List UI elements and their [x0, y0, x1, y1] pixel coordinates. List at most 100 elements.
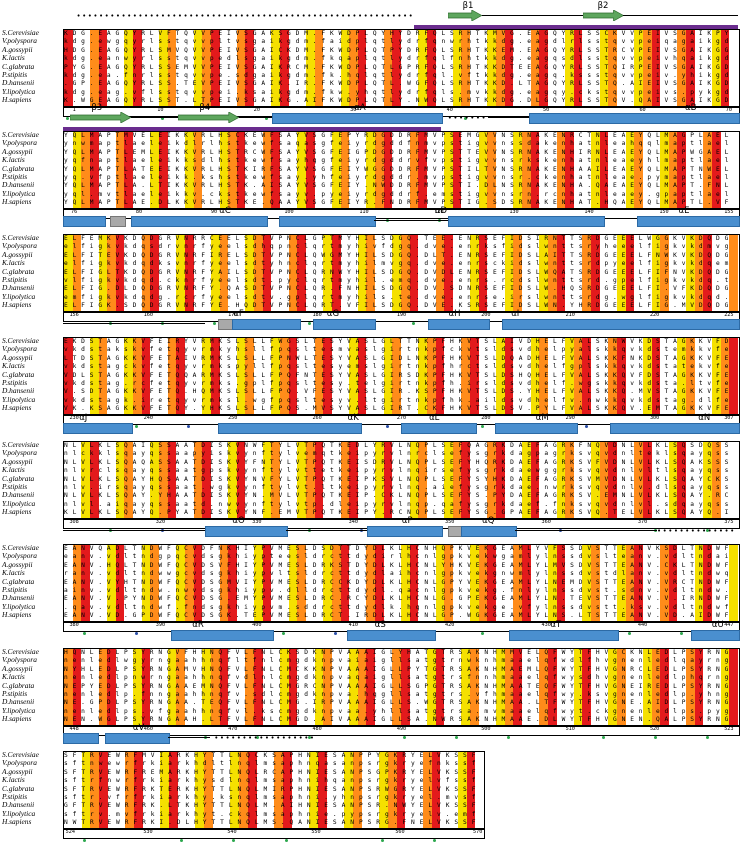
residue-cell	[694, 251, 704, 261]
residue-letters: .qav.vdltndwf.fndsgkhiypvm.sddrcttdydlk.…	[64, 603, 734, 611]
residue-cell	[668, 80, 678, 89]
residue-cell	[64, 612, 73, 621]
residue-cell	[400, 483, 410, 493]
residue-cell	[444, 346, 453, 355]
residue-cell	[556, 492, 566, 501]
residue-cell	[254, 293, 263, 303]
residue-cell	[651, 578, 661, 587]
residue-cell	[366, 243, 376, 252]
beta-strand-arrow-icon	[582, 10, 624, 21]
dotted-coil-icon: ••••••••••••••	[657, 527, 736, 535]
residue-cell	[64, 586, 73, 596]
residue-cell	[81, 388, 90, 397]
residue-cell	[729, 500, 738, 510]
residue-cell	[729, 251, 738, 261]
residue-cell	[478, 132, 488, 141]
residue-cell	[642, 63, 652, 72]
residue-cell	[81, 80, 90, 89]
sequence-row: ELFIGLTKDQDGRVNRFYAILSDTVPNCLQRNWYHILSDG…	[64, 268, 739, 277]
residue-cell	[297, 199, 306, 208]
residue-cell	[280, 467, 289, 476]
sequence-row: LTDSTAGKKVFETAIVRMKSLSLLFPNWLTESYVASLGID…	[64, 354, 739, 364]
residue-cell	[409, 492, 419, 501]
residue-cell	[349, 148, 358, 158]
residue-cell	[89, 396, 99, 406]
sequence-row: NLVLKLSQAY.YHAATDISKVYN.MVLVTPQTKEIP.CKL…	[64, 492, 739, 501]
residue-cell	[280, 483, 289, 493]
residue-cell	[193, 450, 203, 459]
residue-cell	[712, 396, 721, 406]
residue-cell	[591, 665, 600, 675]
residue-cell	[504, 235, 514, 244]
residue-cell	[297, 561, 306, 571]
residue-cell	[228, 251, 237, 261]
residue-cell	[400, 379, 410, 389]
residue-cell	[64, 251, 73, 261]
residue-cell	[547, 173, 557, 183]
residue-cell	[124, 371, 134, 380]
residue-cell	[89, 379, 99, 389]
residue-cell	[219, 148, 229, 158]
residue-cell	[202, 260, 211, 269]
residue-cell	[262, 379, 272, 389]
residue-cell	[694, 338, 704, 347]
residue-cell	[202, 38, 211, 47]
residue-cell	[115, 570, 125, 579]
residue-cell	[115, 199, 125, 208]
residue-cell	[444, 80, 453, 89]
residue-cell	[280, 173, 289, 183]
residue-cell	[591, 157, 600, 166]
residue-cell	[426, 458, 436, 468]
residue-cell	[720, 293, 730, 303]
conservation-dot-icon	[161, 116, 165, 120]
residue-cell	[210, 396, 220, 406]
species-name: Y.lipolytica	[2, 601, 36, 611]
residue-cell	[141, 140, 151, 149]
residue-cell	[452, 30, 462, 39]
residue-cell	[504, 157, 514, 166]
residue-cell	[720, 595, 730, 604]
residue-cell	[660, 354, 669, 364]
residue-cell	[496, 371, 505, 380]
residue-cell	[383, 467, 393, 476]
residue-cell	[573, 132, 583, 141]
residue-cell	[72, 586, 82, 596]
residue-cell	[608, 553, 617, 562]
residue-cell	[470, 595, 479, 604]
residue-cell	[487, 379, 497, 389]
residue-cell	[556, 199, 566, 208]
residue-cell	[547, 190, 557, 200]
residue-cell	[642, 80, 652, 89]
residue-cell	[400, 148, 410, 158]
residue-cell	[219, 682, 229, 691]
residue-cell	[617, 570, 626, 579]
ruler-number: 180	[312, 311, 322, 318]
residue-cell	[357, 88, 367, 98]
residue-cell	[400, 450, 410, 459]
coil-line-icon	[515, 530, 657, 531]
species-name: C.glabrata	[2, 576, 35, 586]
residue-cell	[357, 338, 367, 347]
residue-cell	[539, 586, 548, 596]
residue-cell	[591, 285, 600, 294]
residue-cell	[366, 140, 376, 149]
residue-cell	[565, 388, 574, 397]
residue-cell	[340, 354, 350, 364]
residue-cell	[340, 363, 350, 372]
residue-cell	[504, 346, 514, 355]
residue-cell	[573, 251, 583, 261]
residue-cell	[478, 475, 488, 484]
residue-cell	[729, 665, 738, 675]
residue-cell	[89, 665, 99, 675]
residue-cell	[314, 396, 324, 406]
residue-cell	[703, 132, 713, 141]
residue-cell	[115, 276, 125, 286]
residue-cell	[340, 182, 350, 191]
residue-cell	[686, 442, 695, 451]
secondary-structure-label: αC	[219, 206, 231, 216]
residue-cell	[141, 132, 151, 141]
residue-cell	[176, 509, 185, 518]
residue-cell	[288, 182, 298, 191]
residue-cell	[236, 363, 246, 372]
residue-cell	[591, 338, 600, 347]
